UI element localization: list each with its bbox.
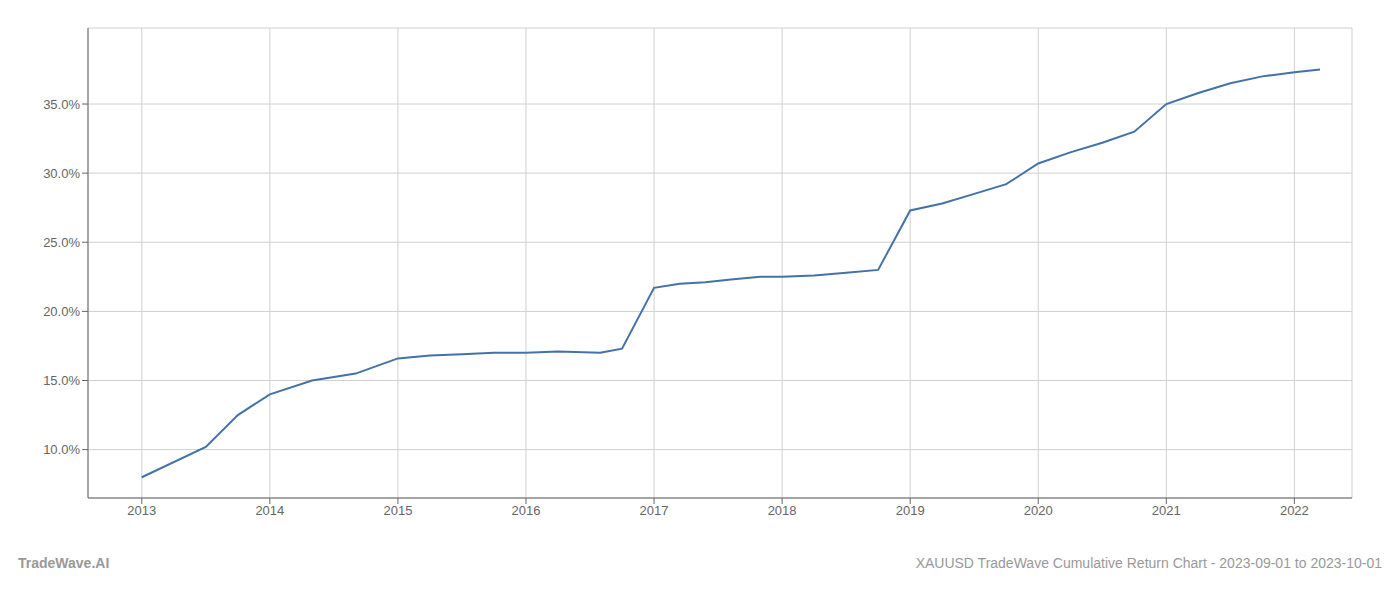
svg-text:2019: 2019: [896, 503, 925, 518]
html-text:TradeWave.AI: TradeWave.AI: [18, 555, 110, 571]
svg-text:30.0%: 30.0%: [43, 166, 80, 181]
svg-text:2014: 2014: [255, 503, 284, 518]
svg-text:2021: 2021: [1152, 503, 1181, 518]
svg-text:2020: 2020: [1024, 503, 1053, 518]
svg-text:20.0%: 20.0%: [43, 304, 80, 319]
svg-text:2015: 2015: [383, 503, 412, 518]
html-text:XAUUSD TradeWave Cumulative Re: XAUUSD TradeWave Cumulative Return Chart…: [915, 555, 1382, 571]
svg-text:35.0%: 35.0%: [43, 97, 80, 112]
svg-text:2013: 2013: [127, 503, 156, 518]
svg-text:2016: 2016: [512, 503, 541, 518]
svg-text:2017: 2017: [640, 503, 669, 518]
svg-text:2022: 2022: [1280, 503, 1309, 518]
svg-text:15.0%: 15.0%: [43, 373, 80, 388]
svg-text:10.0%: 10.0%: [43, 442, 80, 457]
svg-text:25.0%: 25.0%: [43, 235, 80, 250]
svg-text:2018: 2018: [768, 503, 797, 518]
